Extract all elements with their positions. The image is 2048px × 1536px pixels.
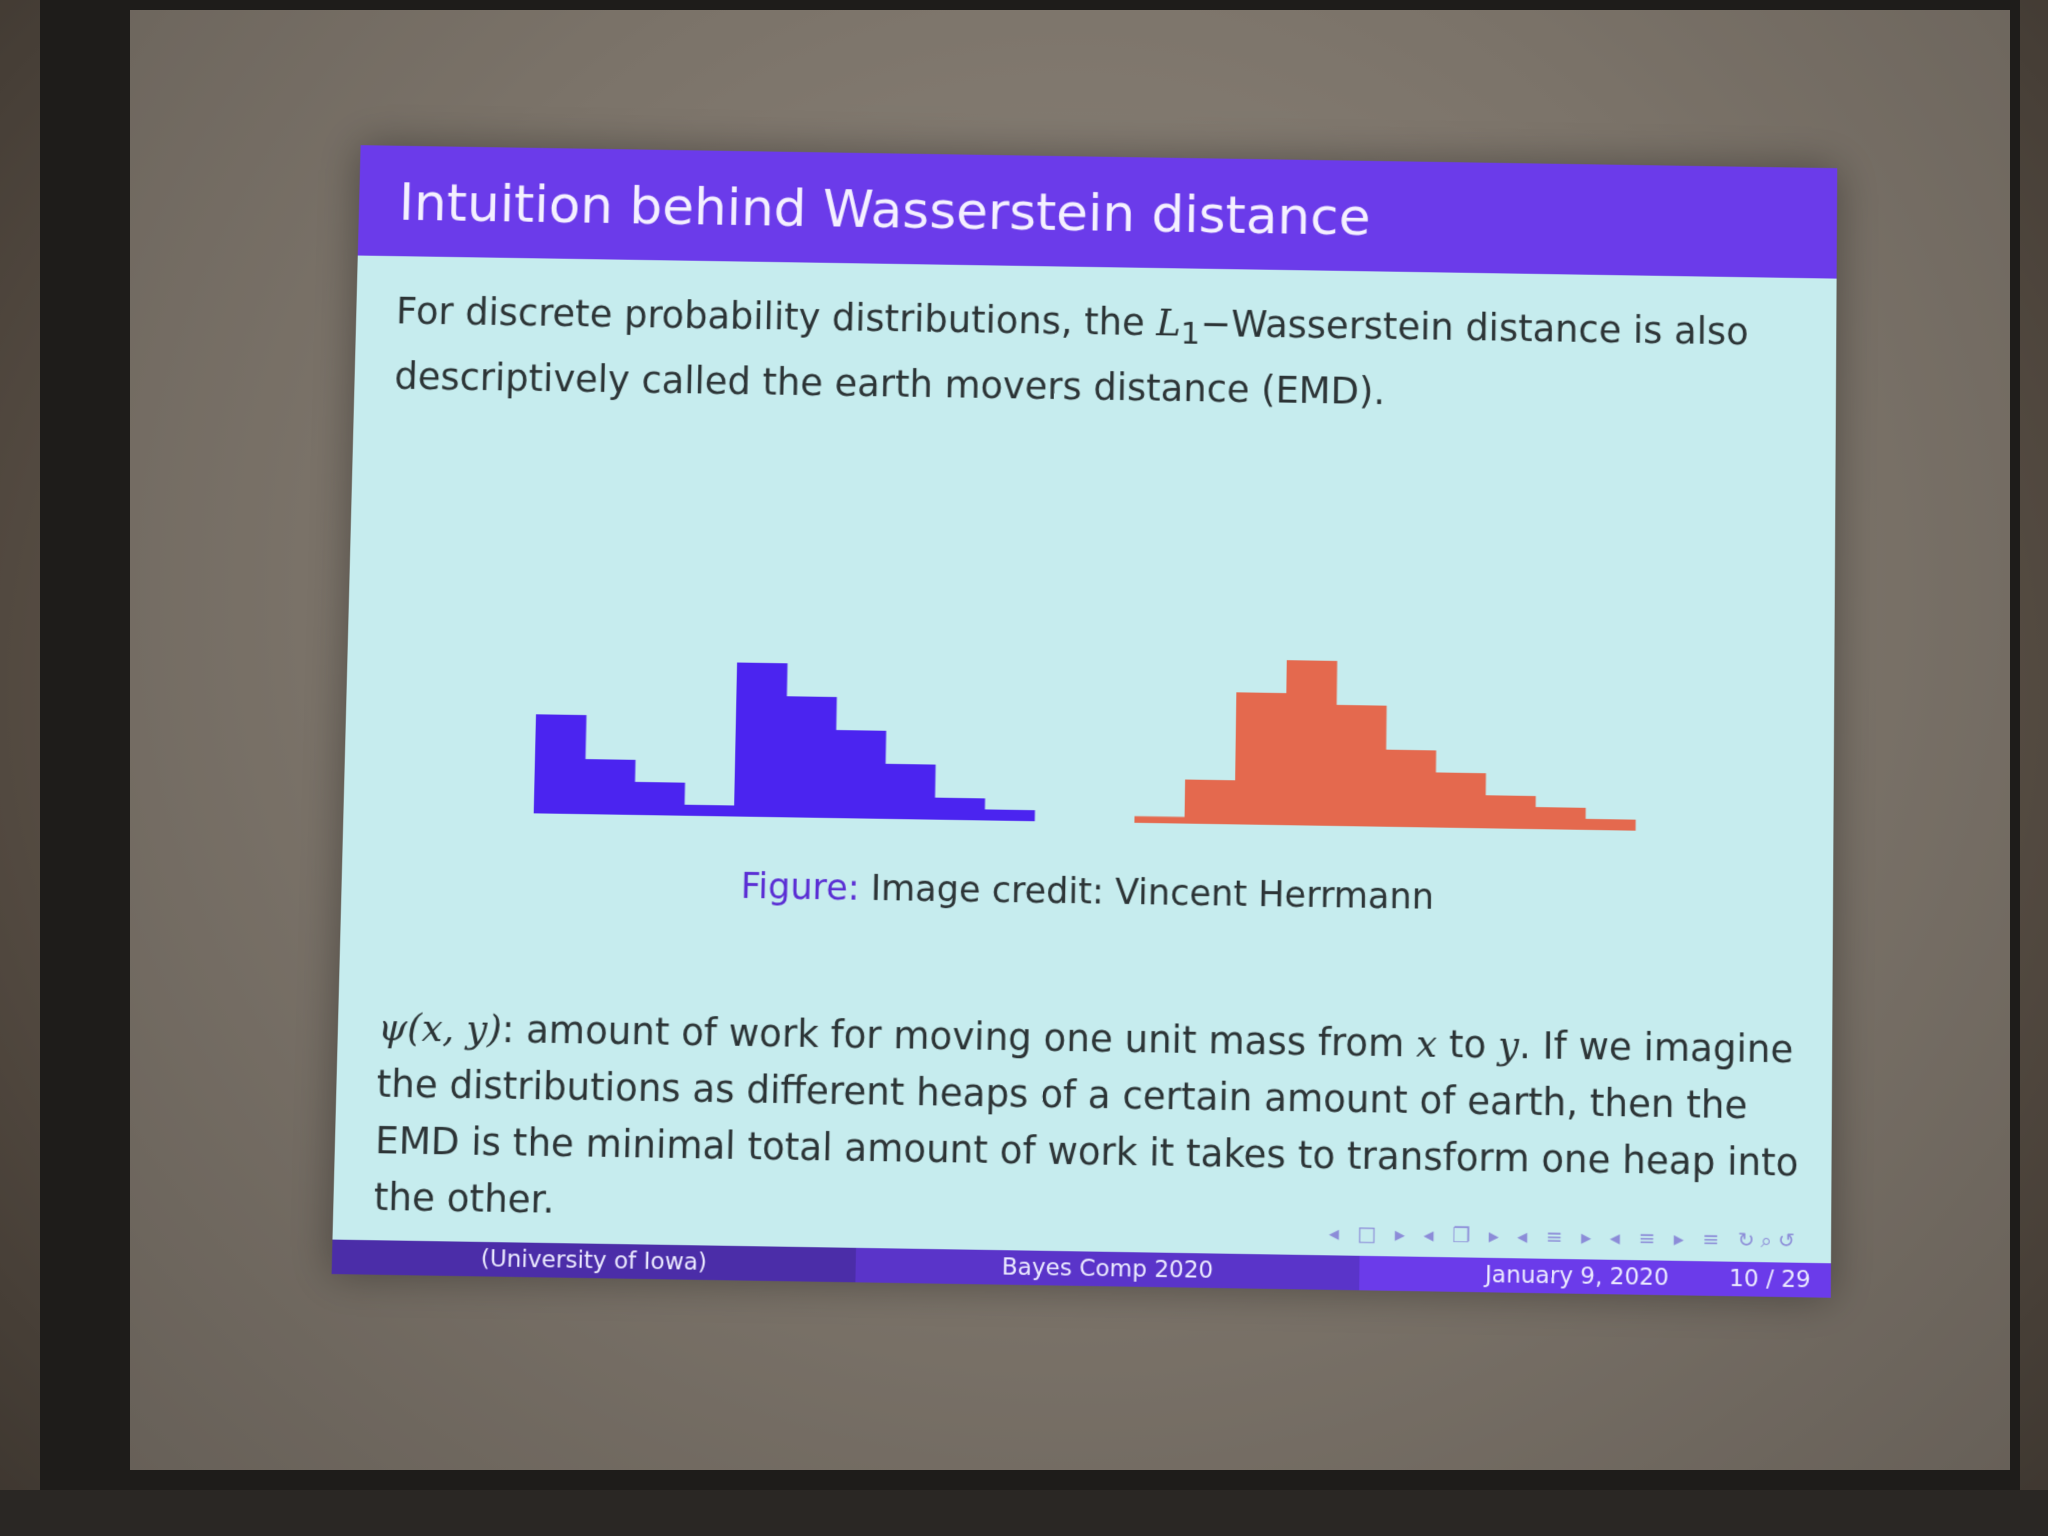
math-y: y <box>1498 1023 1519 1067</box>
left-heap-bar <box>884 764 936 820</box>
figure-caption: Figure: Image credit: Vincent Herrmann <box>341 860 1833 924</box>
right-heap-bar <box>1585 819 1636 831</box>
intro-text-1: For discrete probability distributions, … <box>396 290 1157 344</box>
left-heap-bar <box>984 809 1035 821</box>
footer-date: January 9, 2020 <box>1485 1262 1669 1291</box>
heap-histograms <box>343 601 1834 844</box>
right-heap-bar <box>1435 772 1486 828</box>
right-heap-bar <box>1385 750 1436 828</box>
left-heap-bar <box>734 663 788 818</box>
right-heap-bar <box>1235 692 1287 825</box>
left-heap-bar <box>534 714 587 814</box>
right-heap-bar <box>1285 660 1338 826</box>
presentation-slide: Intuition behind Wasserstein distance Fo… <box>332 145 1838 1298</box>
left-heap-bar <box>834 730 886 819</box>
math-psi: ψ(x, y) <box>378 1006 503 1051</box>
right-heap-bar <box>1134 816 1185 823</box>
left-heap-bar <box>934 798 985 821</box>
left-heap-bar <box>684 805 735 817</box>
body-paragraph: ψ(x, y): amount of work for moving one u… <box>373 1000 1804 1249</box>
math-L-subscript: 1 <box>1180 316 1200 352</box>
math-L: L <box>1156 302 1181 345</box>
slide-title: Intuition behind Wasserstein distance <box>398 173 1371 247</box>
emd-figure <box>343 601 1834 844</box>
math-x: x <box>1416 1022 1437 1066</box>
caption-text: Image credit: Vincent Herrmann <box>859 869 1434 918</box>
right-heap-bar <box>1335 705 1387 827</box>
footer-page-number: 10 / 29 <box>1729 1266 1811 1294</box>
left-heap-bar <box>784 696 837 818</box>
screen-bottom-edge <box>0 1490 2048 1536</box>
body-text-to: to <box>1437 1023 1498 1067</box>
caption-label: Figure: <box>740 867 860 909</box>
right-heap-bar <box>1485 795 1536 829</box>
left-heap-bar <box>584 759 636 815</box>
right-heap-bar <box>1535 807 1586 830</box>
left-heap-bar <box>634 782 685 816</box>
slide-title-bar: Intuition behind Wasserstein distance <box>358 145 1837 278</box>
right-heap-bar <box>1184 780 1235 825</box>
body-text-1: : amount of work for moving one unit mas… <box>501 1008 1416 1066</box>
intro-paragraph: For discrete probability distributions, … <box>394 284 1809 427</box>
